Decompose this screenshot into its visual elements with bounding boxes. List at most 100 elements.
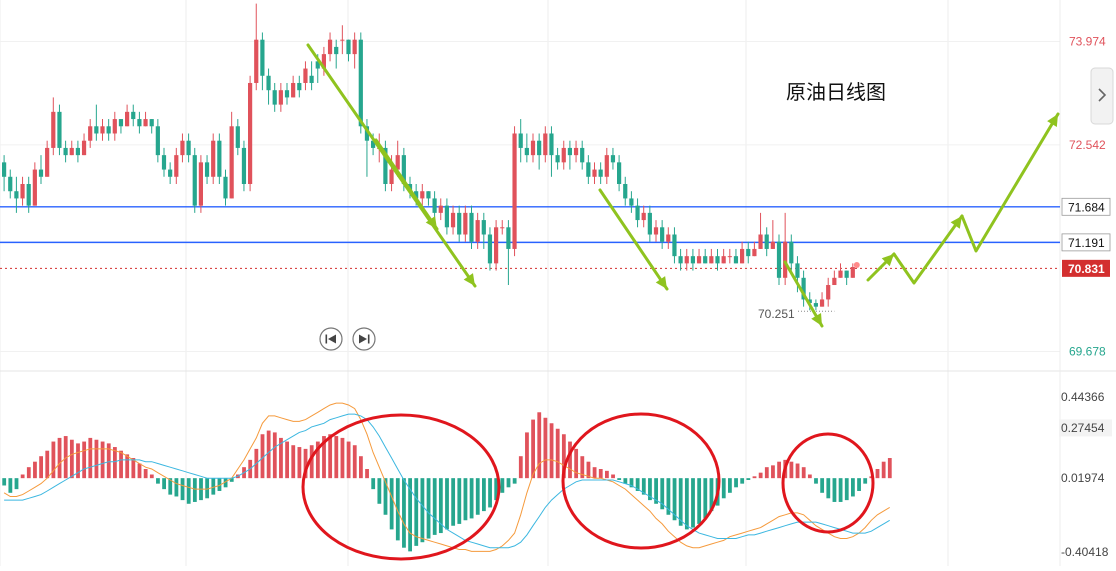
candle (321, 46, 326, 76)
macd-bar (537, 412, 542, 479)
prev-button[interactable] (319, 327, 343, 351)
macd-bar (771, 465, 775, 479)
candle (161, 147, 167, 177)
candle (469, 205, 474, 249)
candle (63, 140, 68, 163)
candle (770, 220, 775, 249)
price-guides (0, 206, 1060, 269)
macd-bar (125, 454, 130, 479)
candle (518, 119, 523, 163)
candle (149, 119, 154, 134)
macd-bar (826, 478, 831, 499)
macd-bar (629, 478, 634, 488)
skip-forward-icon (359, 334, 370, 344)
macd-bar (365, 469, 369, 479)
candle (20, 176, 25, 206)
macd-bar (26, 467, 31, 479)
macd-bar (63, 436, 68, 479)
candle (813, 299, 818, 311)
candle (450, 205, 456, 235)
candle (8, 169, 13, 199)
candle (94, 104, 99, 141)
candle (45, 140, 50, 177)
macd-bar (617, 478, 622, 480)
candle (727, 248, 732, 264)
macd-bar (149, 474, 154, 479)
down-arrow-1 (306, 43, 477, 288)
chart-title: 原油日线图 (786, 81, 886, 104)
candle (168, 162, 173, 184)
candle (278, 82, 283, 112)
macd-bar (463, 478, 468, 521)
macd-bar (383, 478, 388, 515)
macd-bar (457, 478, 462, 524)
candle (475, 212, 480, 249)
macd-bar (543, 417, 548, 479)
macd-bar (789, 461, 794, 479)
macd-bar (500, 478, 505, 493)
candle (266, 68, 271, 105)
next-button[interactable] (352, 327, 376, 351)
macd-bar (648, 478, 652, 501)
candle (309, 61, 314, 91)
macd-bar (445, 478, 449, 530)
macd-bar (162, 478, 166, 490)
candle (51, 97, 56, 156)
macd-bar (734, 478, 738, 488)
macd-bar (303, 448, 308, 479)
macd-lines (3, 402, 890, 552)
candle (217, 133, 222, 184)
candle (819, 292, 825, 307)
candle (721, 248, 726, 264)
macd-bar (795, 463, 800, 479)
macd-bar (801, 467, 806, 479)
macd-bar (334, 436, 339, 479)
macd-bar (598, 469, 603, 479)
candle (530, 133, 536, 163)
svg-text:0.01974: 0.01974 (1061, 471, 1105, 485)
macd-bar (555, 428, 560, 479)
candle (635, 198, 640, 228)
candle (438, 198, 443, 221)
candle (327, 32, 333, 62)
expand-panel-button[interactable] (1090, 67, 1114, 125)
macd-bar (285, 441, 289, 479)
macd-bar (205, 478, 210, 499)
candle (143, 111, 148, 127)
candle (284, 82, 290, 105)
candle (125, 104, 130, 127)
candle (481, 212, 486, 249)
macd-bar (359, 456, 363, 479)
macd-bar (574, 448, 579, 479)
macd-bar (678, 478, 683, 526)
candle (118, 119, 124, 134)
macd-bar (69, 439, 74, 479)
macd-bar (402, 478, 406, 548)
candle (801, 270, 806, 307)
macd-bar (807, 474, 812, 479)
candle (57, 104, 62, 156)
candle (684, 248, 689, 271)
macd-bar (875, 469, 880, 479)
macd-bar (814, 478, 818, 484)
svg-text:0.27454: 0.27454 (1061, 421, 1105, 435)
macd-bar (561, 434, 566, 479)
candle (192, 147, 197, 213)
macd-bar (266, 430, 271, 479)
candle (672, 227, 677, 264)
candle (690, 248, 695, 271)
candle (746, 241, 751, 264)
candle (229, 111, 234, 199)
candle (81, 133, 87, 156)
chevron-right-icon (1098, 88, 1107, 102)
macd-tick-label: 0.01974 (1061, 471, 1105, 485)
candle (180, 133, 185, 163)
macd-bar (494, 478, 499, 501)
candle (660, 220, 665, 249)
macd-bar (2, 478, 7, 486)
macd-bar (684, 478, 689, 530)
candle (248, 75, 253, 192)
macd-bar (377, 478, 382, 504)
resistance-price-tag: 71.191 (1061, 233, 1111, 252)
macd-bar (832, 478, 837, 502)
